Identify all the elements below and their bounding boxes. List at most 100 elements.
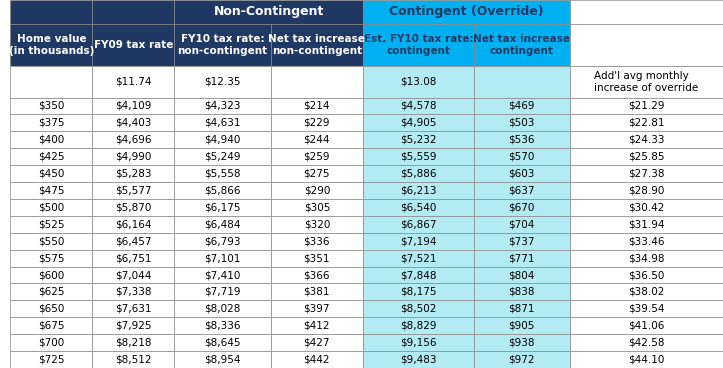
Text: $650: $650: [38, 304, 64, 314]
Bar: [93, 300, 174, 317]
Bar: [363, 266, 474, 283]
Bar: [474, 114, 570, 131]
Bar: [570, 351, 723, 368]
Text: Net tax increase
non-contingent: Net tax increase non-contingent: [268, 34, 365, 56]
Bar: [93, 283, 174, 300]
Text: $31.94: $31.94: [628, 219, 664, 229]
Bar: [363, 0, 570, 24]
Bar: [474, 317, 570, 334]
Bar: [474, 351, 570, 368]
Text: $6,164: $6,164: [115, 219, 152, 229]
Bar: [10, 216, 93, 233]
Bar: [363, 182, 474, 199]
Text: $7,338: $7,338: [115, 287, 152, 297]
Text: $5,558: $5,558: [204, 169, 241, 178]
Text: FY10 tax rate:
non-contingent: FY10 tax rate: non-contingent: [177, 34, 268, 56]
Text: $8,512: $8,512: [115, 354, 152, 365]
Text: $475: $475: [38, 185, 64, 195]
Bar: [174, 216, 270, 233]
Bar: [10, 233, 93, 250]
Bar: [570, 114, 723, 131]
Bar: [474, 199, 570, 216]
Text: $351: $351: [304, 253, 330, 263]
Text: $366: $366: [304, 270, 330, 280]
Text: $305: $305: [304, 202, 330, 212]
Text: FY09 tax rate: FY09 tax rate: [94, 40, 173, 50]
Text: $8,645: $8,645: [204, 338, 241, 348]
Text: $771: $771: [508, 253, 535, 263]
Text: $938: $938: [508, 338, 535, 348]
Text: $8,175: $8,175: [400, 287, 437, 297]
Bar: [474, 334, 570, 351]
Bar: [363, 98, 474, 114]
Text: $5,577: $5,577: [115, 185, 152, 195]
Text: $4,323: $4,323: [204, 101, 241, 111]
Bar: [474, 98, 570, 114]
Bar: [270, 148, 363, 165]
Bar: [570, 24, 723, 66]
Bar: [474, 66, 570, 98]
Bar: [474, 233, 570, 250]
Bar: [174, 131, 270, 148]
Text: $34.98: $34.98: [628, 253, 664, 263]
Text: $7,521: $7,521: [400, 253, 437, 263]
Text: $8,028: $8,028: [205, 304, 241, 314]
Text: $41.06: $41.06: [628, 321, 664, 331]
Text: $500: $500: [38, 202, 64, 212]
Bar: [93, 24, 174, 66]
Text: $6,867: $6,867: [400, 219, 437, 229]
Text: $22.81: $22.81: [628, 118, 664, 128]
Text: $5,283: $5,283: [115, 169, 152, 178]
Text: $7,848: $7,848: [400, 270, 437, 280]
Bar: [363, 317, 474, 334]
Text: $9,483: $9,483: [400, 354, 437, 365]
Text: $400: $400: [38, 135, 64, 145]
Text: $259: $259: [304, 152, 330, 162]
Text: $6,457: $6,457: [115, 236, 152, 246]
Bar: [93, 98, 174, 114]
Text: $425: $425: [38, 152, 64, 162]
Text: $320: $320: [304, 219, 330, 229]
Bar: [93, 114, 174, 131]
Bar: [270, 283, 363, 300]
Bar: [93, 131, 174, 148]
Bar: [570, 317, 723, 334]
Text: $427: $427: [304, 338, 330, 348]
Text: $871: $871: [508, 304, 535, 314]
Bar: [570, 300, 723, 317]
Bar: [363, 66, 474, 98]
Bar: [363, 250, 474, 266]
Text: Est. FY10 tax rate:
contingent: Est. FY10 tax rate: contingent: [364, 34, 473, 56]
Text: $5,249: $5,249: [204, 152, 241, 162]
Text: $550: $550: [38, 236, 64, 246]
Bar: [174, 266, 270, 283]
Text: $972: $972: [508, 354, 535, 365]
Text: $375: $375: [38, 118, 64, 128]
Bar: [174, 148, 270, 165]
Bar: [10, 24, 93, 66]
Bar: [93, 334, 174, 351]
Text: $6,484: $6,484: [204, 219, 241, 229]
Text: $28.90: $28.90: [628, 185, 664, 195]
Bar: [474, 250, 570, 266]
Text: $7,194: $7,194: [400, 236, 437, 246]
Text: $7,410: $7,410: [205, 270, 241, 280]
Text: $5,232: $5,232: [400, 135, 437, 145]
Bar: [363, 233, 474, 250]
Bar: [270, 131, 363, 148]
Bar: [570, 233, 723, 250]
Bar: [93, 250, 174, 266]
Text: $33.46: $33.46: [628, 236, 664, 246]
Text: $625: $625: [38, 287, 64, 297]
Bar: [93, 0, 174, 24]
Text: $13.08: $13.08: [401, 77, 437, 87]
Bar: [363, 165, 474, 182]
Text: $11.74: $11.74: [115, 77, 152, 87]
Bar: [174, 165, 270, 182]
Bar: [270, 165, 363, 182]
Bar: [474, 300, 570, 317]
Text: $39.54: $39.54: [628, 304, 664, 314]
Bar: [474, 165, 570, 182]
Text: $5,870: $5,870: [115, 202, 152, 212]
Bar: [270, 300, 363, 317]
